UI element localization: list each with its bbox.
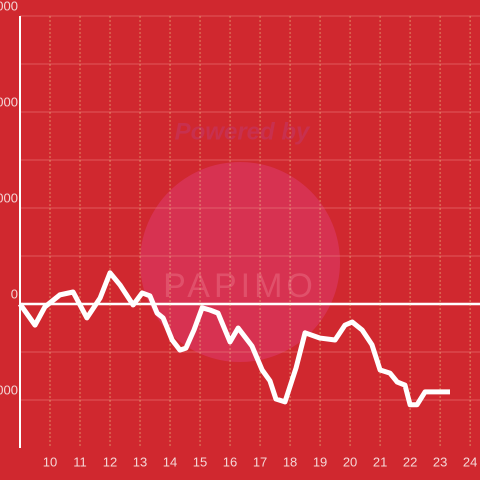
x-tick-label: 23 bbox=[433, 454, 447, 469]
x-tick-label: 12 bbox=[103, 454, 117, 469]
x-tick-label: 10 bbox=[43, 454, 57, 469]
x-tick-label: 13 bbox=[133, 454, 147, 469]
x-tick-label: 16 bbox=[223, 454, 237, 469]
x-tick-label: 14 bbox=[163, 454, 177, 469]
x-tick-label: 15 bbox=[193, 454, 207, 469]
line bbox=[17, 270, 450, 408]
x-tick-label: 11 bbox=[73, 454, 87, 469]
watermark-text: PAPIMO bbox=[163, 267, 317, 305]
x-tick-label: 19 bbox=[313, 454, 327, 469]
watermark-text: Powered by bbox=[175, 118, 311, 145]
x-tick-label: 17 bbox=[253, 454, 267, 469]
x-tick-label: 24 bbox=[463, 454, 477, 469]
x-tick-label: 21 bbox=[373, 454, 387, 469]
x-tick-label: 20 bbox=[343, 454, 357, 469]
x-tick-label: 18 bbox=[283, 454, 297, 469]
y-tick-label: -2,000 bbox=[0, 382, 18, 397]
y-tick-label: 4,000 bbox=[0, 94, 18, 109]
y-tick-label: 0 bbox=[11, 286, 18, 301]
y-tick-label: 2,000 bbox=[0, 190, 18, 205]
x-tick-label: 22 bbox=[403, 454, 417, 469]
y-tick-label: 6,000 bbox=[0, 0, 18, 13]
